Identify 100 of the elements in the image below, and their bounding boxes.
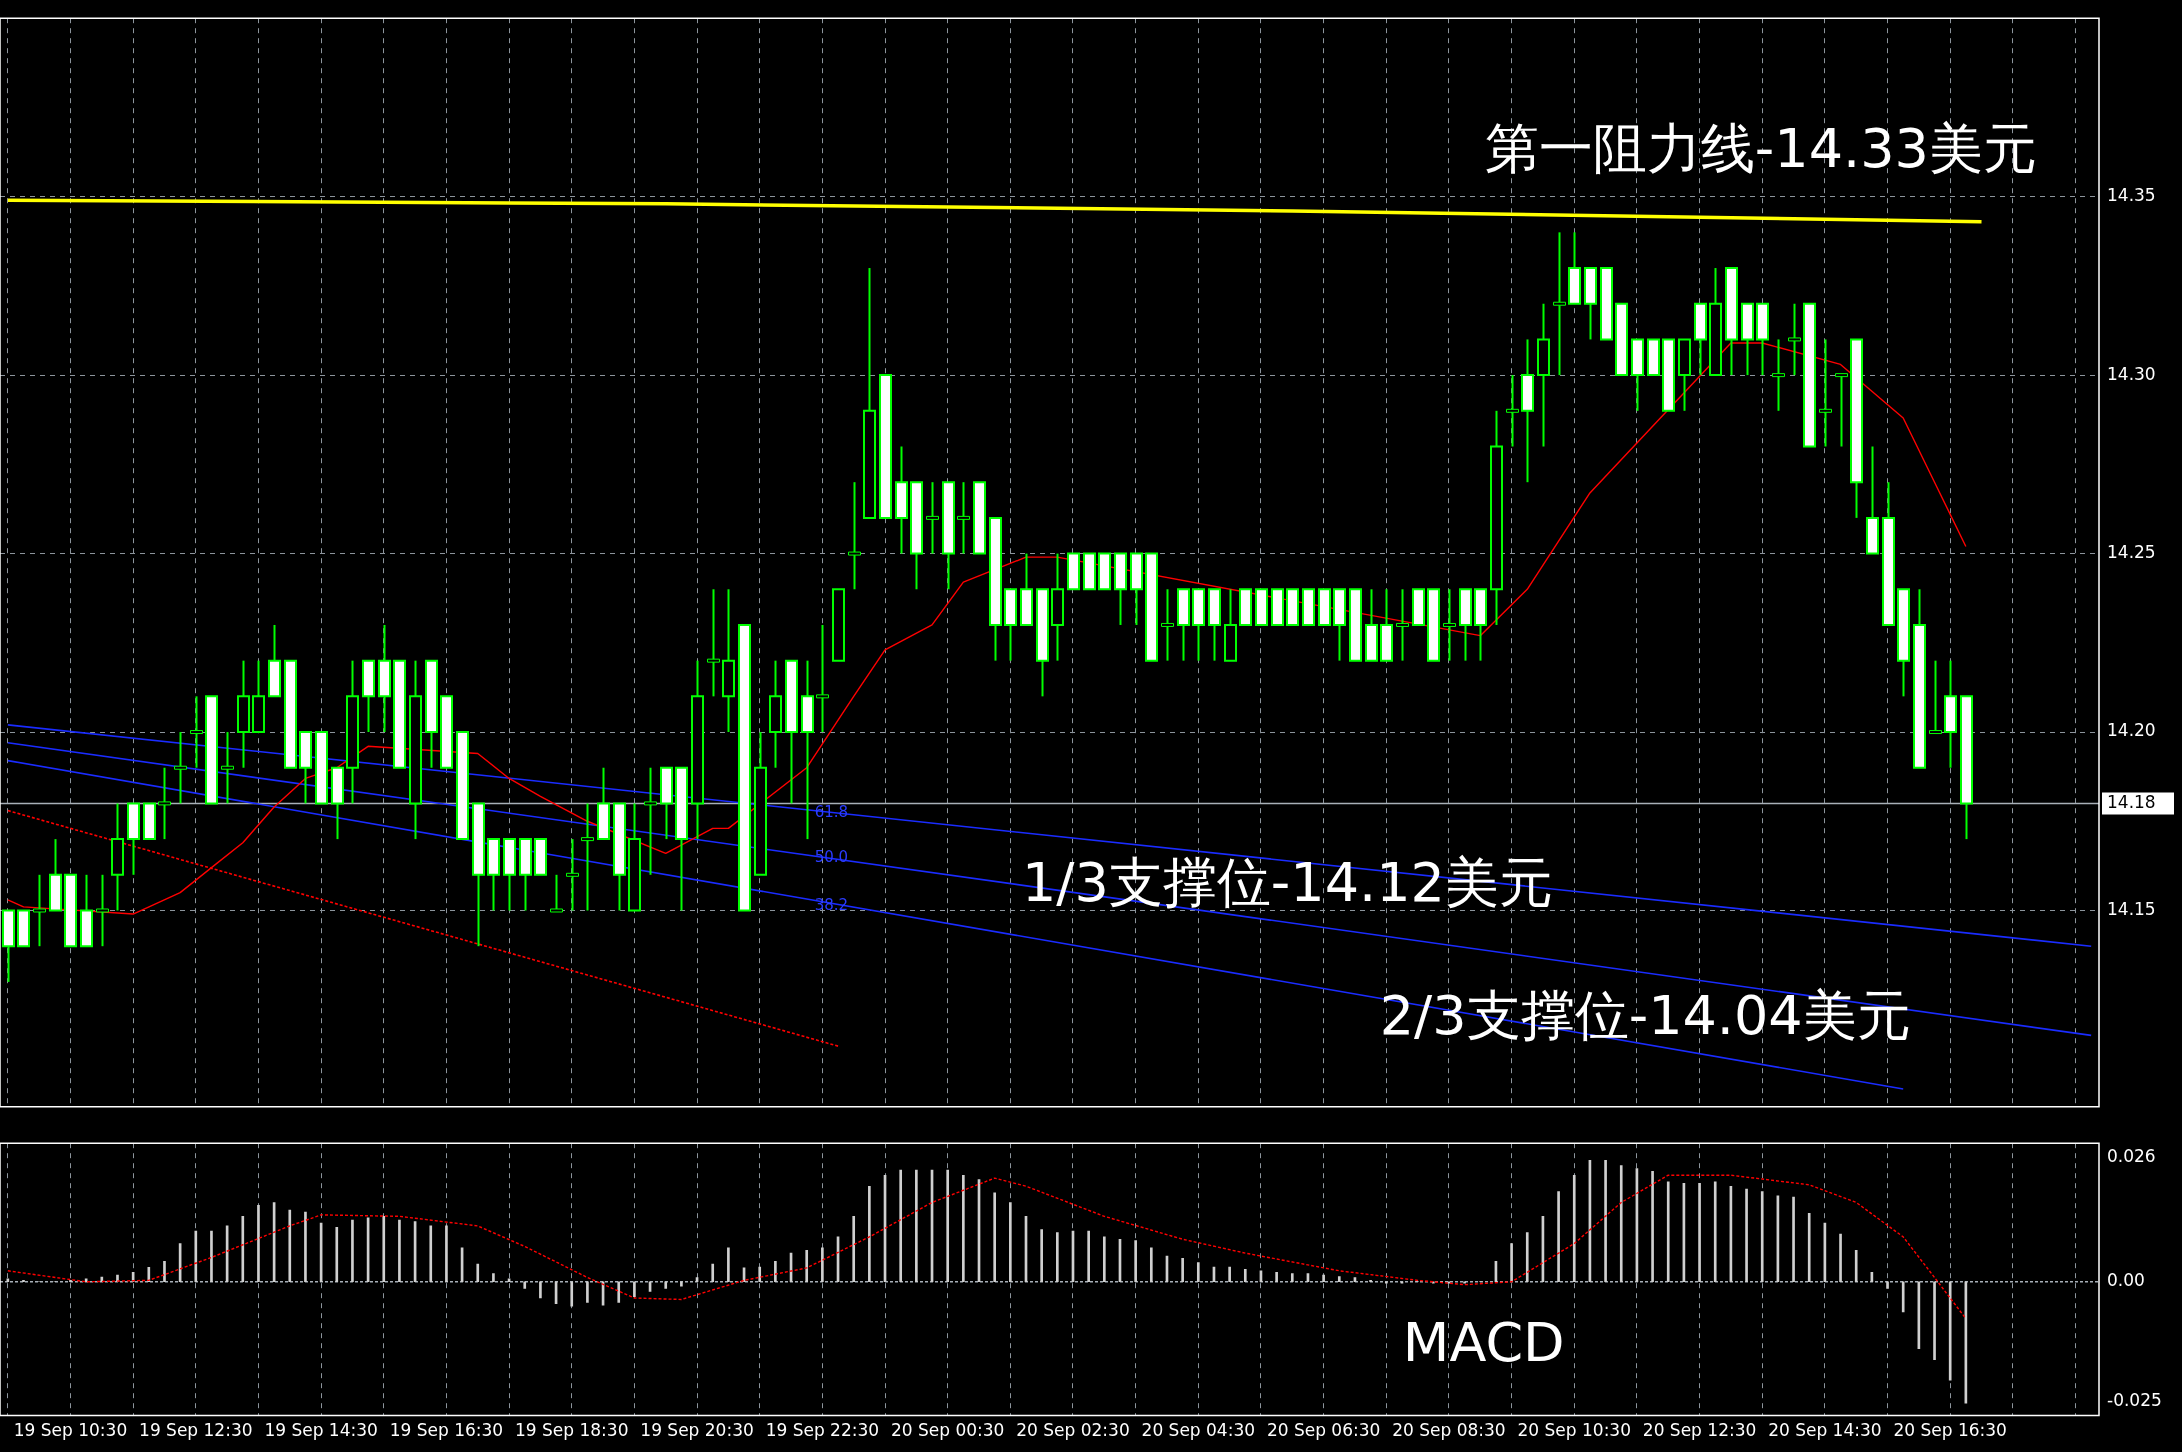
bar (194, 1230, 198, 1283)
line-series (7, 1174, 1967, 1320)
annotation: 第一阻力线-14.33美元 (1484, 117, 2037, 181)
bar (915, 1169, 918, 1283)
bar (617, 1281, 621, 1303)
bar (1181, 1258, 1184, 1283)
bar (633, 1281, 636, 1297)
bar (1196, 1262, 1200, 1283)
bar (586, 1281, 589, 1303)
bar (1948, 1281, 1952, 1381)
bar (1337, 1276, 1341, 1283)
x-tick-label: 19 Sep 14:30 (264, 1420, 378, 1441)
bar (492, 1273, 495, 1283)
bar (1275, 1271, 1278, 1283)
annotation: MACD (1402, 1311, 1565, 1375)
bar (962, 1174, 965, 1283)
y-tick-label: 14.15 (2107, 898, 2156, 919)
bar (1040, 1229, 1043, 1283)
bar (1134, 1240, 1137, 1283)
x-tick-label: 20 Sep 00:30 (890, 1420, 1005, 1441)
bar (288, 1209, 292, 1283)
x-tick-label: 20 Sep 10:30 (1517, 1420, 1631, 1441)
x-tick-label: 20 Sep 16:30 (1893, 1420, 2007, 1441)
bar (1651, 1171, 1654, 1283)
y-tick-label: -0.025 (2107, 1389, 2162, 1410)
ref-line-label: 14.18 (2107, 791, 2156, 812)
bar (899, 1169, 903, 1283)
bar (993, 1192, 997, 1283)
bar (69, 1280, 72, 1283)
x-tick-label: 19 Sep 22:30 (765, 1420, 880, 1441)
bar (1604, 1160, 1607, 1283)
y-tick-label: 0.026 (2107, 1145, 2156, 1166)
bar (868, 1185, 871, 1283)
bar (946, 1169, 950, 1283)
bar (1102, 1236, 1106, 1283)
x-tick-label: 19 Sep 12:30 (139, 1420, 253, 1441)
bar (774, 1260, 777, 1283)
bar (1933, 1281, 1936, 1361)
bar (1149, 1247, 1153, 1283)
bar (1009, 1202, 1012, 1283)
bar (445, 1225, 448, 1283)
bar (429, 1225, 433, 1283)
bar (1525, 1232, 1529, 1283)
x-tick-label: 20 Sep 02:30 (1016, 1420, 1130, 1441)
bar (1886, 1281, 1889, 1289)
bar (1510, 1243, 1513, 1283)
bar (335, 1226, 339, 1283)
bar (680, 1281, 683, 1287)
bar (852, 1215, 856, 1283)
x-tick-label: 20 Sep 14:30 (1768, 1420, 1882, 1441)
bar (1698, 1183, 1701, 1283)
bar (1447, 1281, 1451, 1284)
bar (304, 1211, 307, 1283)
y-tick-label: 14.20 (2107, 720, 2156, 741)
y-tick-label: 14.30 (2107, 363, 2156, 384)
bar (1322, 1274, 1325, 1283)
bar (1400, 1281, 1404, 1284)
bar (1666, 1181, 1670, 1283)
x-tick-label: 20 Sep 04:30 (1141, 1420, 1256, 1441)
y-tick-label: 14.25 (2107, 542, 2156, 562)
bar (382, 1215, 386, 1283)
bar (758, 1266, 762, 1283)
y-tick-label: 0.00 (2107, 1270, 2145, 1291)
bar (1290, 1273, 1294, 1283)
bar (1557, 1191, 1560, 1283)
bar (1839, 1233, 1842, 1283)
bar (539, 1281, 542, 1299)
x-tick-label: 19 Sep 10:30 (13, 1420, 128, 1441)
bar (1713, 1181, 1717, 1283)
bar (163, 1260, 166, 1283)
bar (241, 1215, 245, 1283)
x-tick-label: 19 Sep 18:30 (515, 1420, 629, 1441)
bar (523, 1281, 527, 1289)
bar (1760, 1191, 1764, 1283)
bar (351, 1219, 354, 1283)
bar (1901, 1281, 1905, 1313)
bar (1745, 1188, 1748, 1283)
bar (1056, 1232, 1059, 1283)
bar (727, 1247, 730, 1283)
bar (1807, 1213, 1811, 1283)
x-tick-label: 20 Sep 06:30 (1266, 1420, 1381, 1441)
bar (821, 1247, 824, 1283)
bar (711, 1263, 715, 1283)
x-tick-label: 20 Sep 08:30 (1392, 1420, 1506, 1441)
bar (100, 1276, 104, 1283)
y-tick-label: 14.35 (2107, 185, 2156, 206)
bar (664, 1281, 668, 1289)
bar (1463, 1281, 1466, 1284)
bar (398, 1219, 401, 1283)
bar (1087, 1230, 1090, 1283)
bar (1792, 1196, 1795, 1283)
x-tick-label: 19 Sep 20:30 (640, 1420, 754, 1441)
bar (147, 1267, 151, 1283)
bar (1228, 1266, 1231, 1283)
bar (257, 1205, 260, 1283)
bar (1854, 1249, 1858, 1283)
bar (1619, 1165, 1623, 1283)
bar (22, 1280, 25, 1283)
bar (210, 1230, 213, 1283)
bar (570, 1281, 574, 1307)
